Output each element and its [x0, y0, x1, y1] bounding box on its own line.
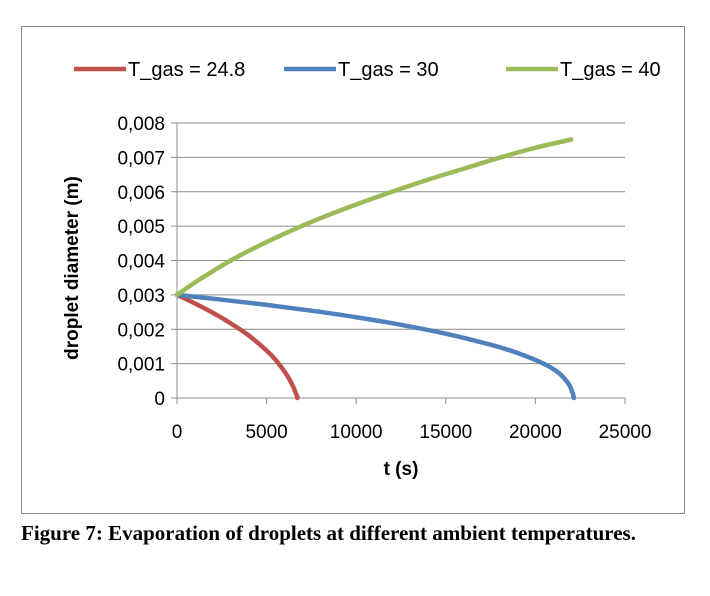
axes: 0 0,001 0,002 0,003 0,004 0,005 0,006 0,007 0,00…: [117, 114, 651, 443]
y-tick-label: 0,006: [117, 183, 165, 204]
y-axis-title: droplet diameter (m): [62, 176, 83, 360]
x-tick-label: 20000: [509, 422, 562, 443]
legend-label-1: T_gas = 24.8: [128, 59, 245, 81]
figure-caption: Figure 7: Evaporation of droplets at dif…: [21, 521, 636, 545]
series-lines: [174, 137, 577, 401]
chart-frame: 0 0,001 0,002 0,003 0,004 0,005 0,006 0,007 0,00…: [21, 26, 685, 514]
y-tick-label: 0,008: [117, 114, 165, 135]
y-tick-label: 0,007: [117, 148, 165, 169]
series-line-2: [174, 292, 577, 401]
series-line-1: [174, 292, 300, 401]
y-tick-label: 0: [154, 389, 165, 410]
x-tick-label: 25000: [599, 422, 652, 443]
y-tick-label: 0,005: [117, 217, 165, 238]
x-tick-label: 5000: [245, 422, 287, 443]
y-tick-label: 0,001: [117, 355, 165, 376]
y-tick-label: 0,002: [117, 320, 165, 341]
x-tick-label: 0: [172, 422, 183, 443]
x-tick-label: 10000: [330, 422, 383, 443]
legend: T_gas = 24.8 T_gas = 30 T_gas = 40: [74, 59, 661, 81]
line-chart: 0 0,001 0,002 0,003 0,004 0,005 0,006 0,007 0,00…: [62, 59, 661, 480]
legend-label-3: T_gas = 40: [560, 59, 661, 81]
x-tick-label: 15000: [419, 422, 472, 443]
gridlines: [177, 122, 625, 365]
x-axis-title: t (s): [384, 459, 419, 480]
legend-label-2: T_gas = 30: [338, 59, 439, 81]
y-tick-label: 0,004: [117, 252, 165, 273]
series-line-3: [174, 137, 574, 298]
y-tick-label: 0,003: [117, 286, 165, 307]
